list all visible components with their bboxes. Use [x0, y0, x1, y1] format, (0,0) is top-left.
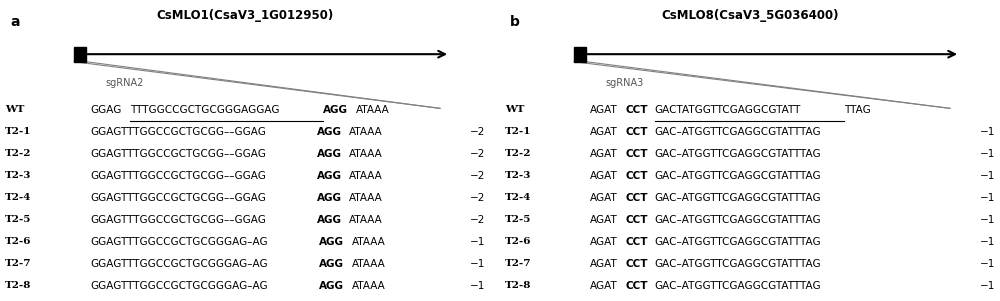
Text: T2-6: T2-6 [5, 237, 32, 246]
Text: CCT: CCT [626, 105, 648, 115]
Text: −2: −2 [470, 193, 485, 203]
Text: AGAT: AGAT [590, 193, 618, 203]
Text: GGAGTTTGGCCGCTGCGG––GGAG: GGAGTTTGGCCGCTGCGG––GGAG [90, 127, 266, 137]
Text: GGAGTTTGGCCGCTGCGG––GGAG: GGAGTTTGGCCGCTGCGG––GGAG [90, 193, 266, 203]
Text: CCT: CCT [626, 237, 648, 247]
Text: T2-8: T2-8 [505, 281, 531, 290]
Text: T2-6: T2-6 [505, 237, 532, 246]
Text: ATAAA: ATAAA [349, 193, 383, 203]
Text: −1: −1 [980, 259, 995, 269]
Text: CCT: CCT [626, 281, 648, 291]
Text: GAC–ATGGTTCGAGGCGTATTTAG: GAC–ATGGTTCGAGGCGTATTTAG [655, 193, 821, 203]
Bar [74, 47, 86, 62]
Text: GAC–ATGGTTCGAGGCGTATTTAG: GAC–ATGGTTCGAGGCGTATTTAG [655, 215, 821, 225]
Text: T2-1: T2-1 [5, 127, 32, 136]
Text: T2-7: T2-7 [505, 259, 532, 268]
Text: GAC–ATGGTTCGAGGCGTATTTAG: GAC–ATGGTTCGAGGCGTATTTAG [655, 149, 821, 159]
Text: −2: −2 [470, 171, 485, 181]
Text: GAC–ATGGTTCGAGGCGTATTTAG: GAC–ATGGTTCGAGGCGTATTTAG [655, 281, 821, 291]
Text: GGAGTTTGGCCGCTGCGGGAG–AG: GGAGTTTGGCCGCTGCGGGAG–AG [90, 281, 268, 291]
Text: CCT: CCT [626, 193, 648, 203]
Text: GGAGTTTGGCCGCTGCGGGAG–AG: GGAGTTTGGCCGCTGCGGGAG–AG [90, 237, 268, 247]
Text: CCT: CCT [626, 127, 648, 137]
Text: −1: −1 [470, 259, 485, 269]
Text: AGG: AGG [317, 171, 342, 181]
Text: ATAAA: ATAAA [351, 281, 385, 291]
Text: ATAAA: ATAAA [349, 127, 383, 137]
Text: a: a [10, 15, 20, 29]
Text: GGAGTTTGGCCGCTGCGG––GGAG: GGAGTTTGGCCGCTGCGG––GGAG [90, 171, 266, 181]
Text: −1: −1 [980, 127, 995, 137]
Text: T2-2: T2-2 [505, 149, 532, 158]
Text: WT: WT [505, 105, 524, 114]
Text: AGG: AGG [317, 215, 342, 225]
Text: CCT: CCT [626, 171, 648, 181]
Text: AGAT: AGAT [590, 149, 618, 159]
Text: −2: −2 [470, 127, 485, 137]
Text: GAC–ATGGTTCGAGGCGTATTTAG: GAC–ATGGTTCGAGGCGTATTTAG [655, 127, 821, 137]
Text: ATAAA: ATAAA [349, 215, 383, 225]
Text: ATAAA: ATAAA [356, 105, 389, 115]
Text: ATAAA: ATAAA [351, 259, 385, 269]
Text: sgRNA2: sgRNA2 [105, 78, 143, 88]
Text: T2-7: T2-7 [5, 259, 32, 268]
Text: GGAGTTTGGCCGCTGCGGGAG–AG: GGAGTTTGGCCGCTGCGGGAG–AG [90, 259, 268, 269]
Text: T2-2: T2-2 [5, 149, 32, 158]
Text: −1: −1 [980, 171, 995, 181]
Text: CCT: CCT [626, 259, 648, 269]
Text: TTTGGCCGCTGCGGGAGGAG: TTTGGCCGCTGCGGGAGGAG [130, 105, 280, 115]
Text: T2-4: T2-4 [5, 193, 31, 202]
Text: AGAT: AGAT [590, 171, 618, 181]
Text: GAC–ATGGTTCGAGGCGTATTTAG: GAC–ATGGTTCGAGGCGTATTTAG [655, 171, 821, 181]
Text: TTAG: TTAG [844, 105, 870, 115]
Text: AGG: AGG [319, 281, 344, 291]
Text: −1: −1 [980, 149, 995, 159]
Text: ATAAA: ATAAA [351, 237, 385, 247]
Text: CsMLO8(CsaV3_5G036400): CsMLO8(CsaV3_5G036400) [661, 9, 839, 22]
Text: WT: WT [5, 105, 24, 114]
Text: b: b [510, 15, 520, 29]
Text: T2-5: T2-5 [5, 215, 31, 224]
Text: AGG: AGG [319, 237, 344, 247]
Text: T2-5: T2-5 [505, 215, 531, 224]
Text: T2-1: T2-1 [505, 127, 532, 136]
Text: −1: −1 [980, 237, 995, 247]
Text: T2-4: T2-4 [505, 193, 531, 202]
Text: AGAT: AGAT [590, 215, 618, 225]
Text: GAC–ATGGTTCGAGGCGTATTTAG: GAC–ATGGTTCGAGGCGTATTTAG [655, 259, 821, 269]
Text: AGAT: AGAT [590, 127, 618, 137]
Text: −1: −1 [980, 193, 995, 203]
Text: GGAGTTTGGCCGCTGCGG––GGAG: GGAGTTTGGCCGCTGCGG––GGAG [90, 149, 266, 159]
Text: CCT: CCT [626, 149, 648, 159]
Text: T2-8: T2-8 [5, 281, 31, 290]
Text: −1: −1 [470, 281, 485, 291]
Text: ATAAA: ATAAA [349, 149, 383, 159]
Text: CCT: CCT [626, 215, 648, 225]
Text: GGAGTTTGGCCGCTGCGG––GGAG: GGAGTTTGGCCGCTGCGG––GGAG [90, 215, 266, 225]
Text: sgRNA3: sgRNA3 [605, 78, 643, 88]
Text: GACTATGGTTCGAGGCGTATT: GACTATGGTTCGAGGCGTATT [655, 105, 801, 115]
Text: CsMLO1(CsaV3_1G012950): CsMLO1(CsaV3_1G012950) [156, 9, 334, 22]
Text: AGAT: AGAT [590, 259, 618, 269]
Text: GAC–ATGGTTCGAGGCGTATTTAG: GAC–ATGGTTCGAGGCGTATTTAG [655, 237, 821, 247]
Text: −2: −2 [470, 215, 485, 225]
Text: AGG: AGG [323, 105, 348, 115]
Text: AGAT: AGAT [590, 281, 618, 291]
Text: T2-3: T2-3 [505, 171, 531, 180]
Text: AGG: AGG [319, 259, 344, 269]
Text: −1: −1 [470, 237, 485, 247]
Text: AGG: AGG [317, 149, 342, 159]
Text: GGAG: GGAG [90, 105, 121, 115]
Text: −1: −1 [980, 215, 995, 225]
Text: AGAT: AGAT [590, 237, 618, 247]
Text: −1: −1 [980, 281, 995, 291]
Text: T2-3: T2-3 [5, 171, 31, 180]
Text: ATAAA: ATAAA [349, 171, 383, 181]
Text: AGG: AGG [317, 127, 342, 137]
Bar [574, 47, 586, 62]
Text: AGAT: AGAT [590, 105, 618, 115]
Text: AGG: AGG [317, 193, 342, 203]
Text: −2: −2 [470, 149, 485, 159]
